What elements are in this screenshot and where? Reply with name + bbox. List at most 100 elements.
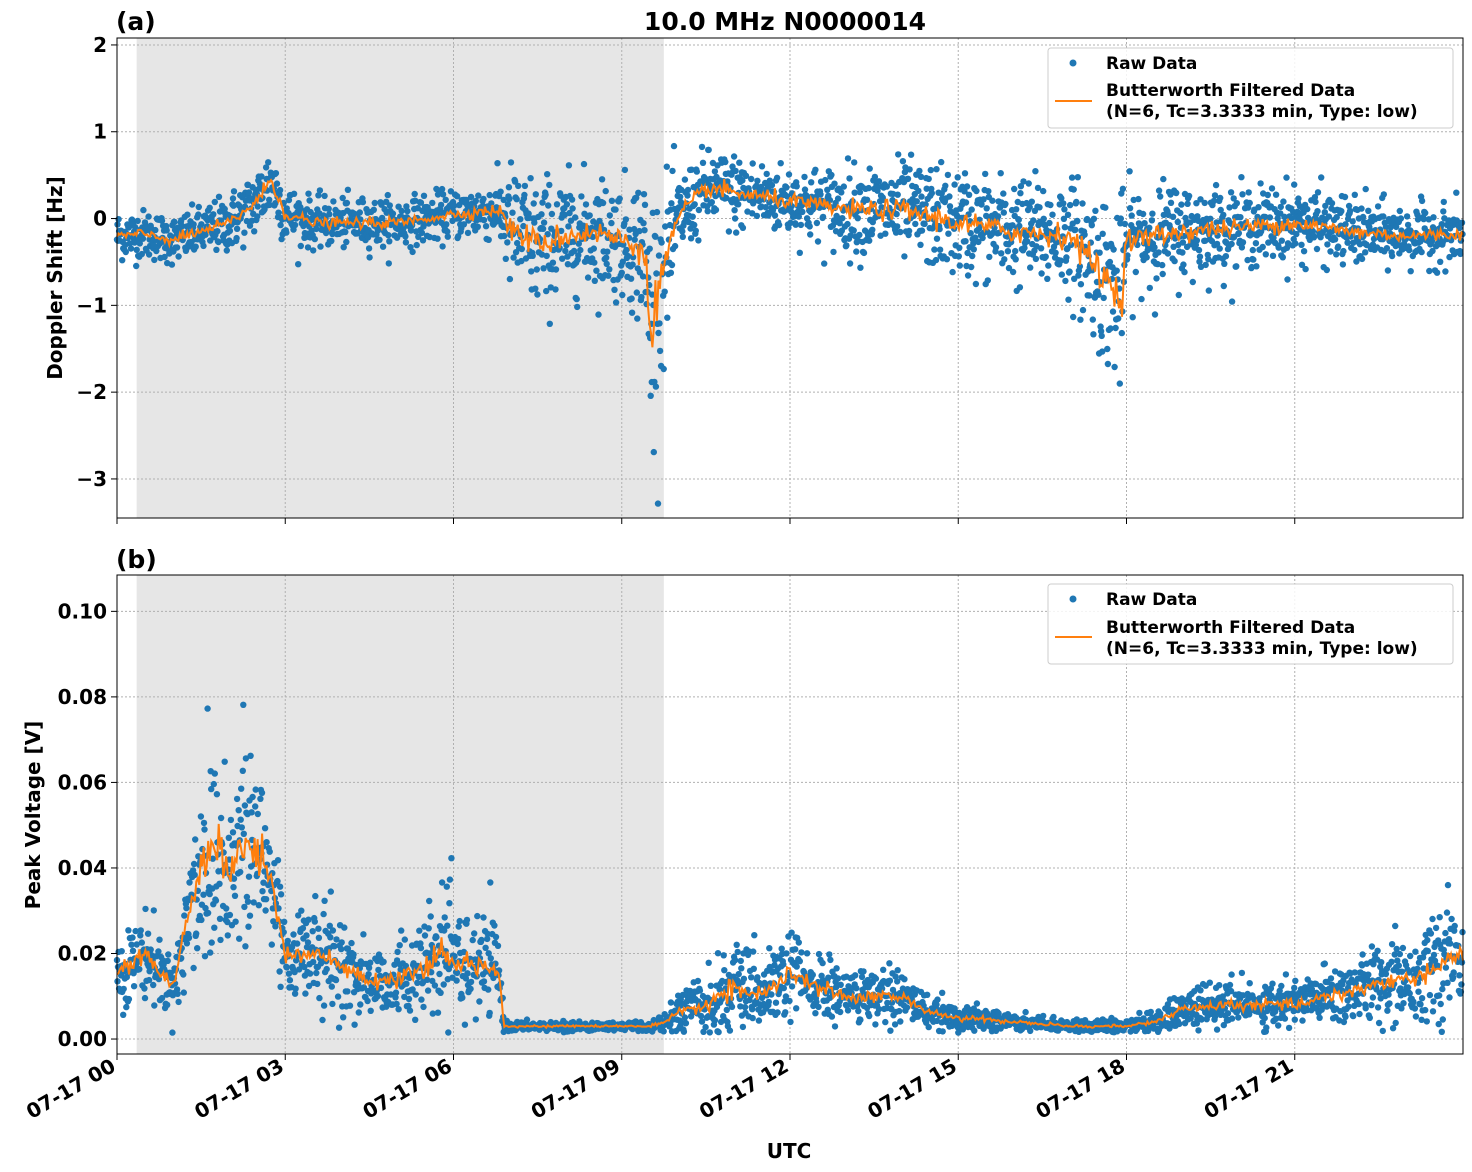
raw-data-point [989, 229, 997, 237]
raw-data-point [272, 170, 280, 177]
raw-data-point [197, 813, 205, 820]
raw-data-point [694, 977, 702, 985]
raw-data-point [158, 994, 166, 1002]
raw-data-point [661, 288, 668, 295]
raw-data-point [1157, 1010, 1164, 1017]
raw-data-point [237, 816, 244, 823]
raw-data-point [133, 262, 140, 270]
raw-data-point [284, 937, 291, 945]
raw-data-point [1295, 195, 1302, 202]
raw-data-point [1064, 211, 1072, 218]
raw-data-point [155, 948, 162, 955]
raw-data-point [254, 213, 261, 220]
raw-data-point [169, 1029, 176, 1036]
raw-data-point [1202, 261, 1209, 269]
raw-data-point [141, 994, 149, 1002]
raw-data-point [891, 1021, 899, 1028]
raw-data-point [844, 1007, 852, 1014]
raw-data-point [356, 209, 363, 216]
raw-data-point [1205, 256, 1212, 263]
raw-data-point [809, 971, 816, 979]
raw-data-point [151, 256, 158, 264]
raw-data-point [798, 949, 805, 956]
raw-data-point [878, 204, 885, 211]
raw-data-point [1220, 211, 1227, 219]
raw-data-point [1066, 268, 1073, 275]
raw-data-point [130, 983, 138, 990]
y-tick-label: 0 [93, 207, 107, 231]
raw-data-point [608, 197, 616, 204]
raw-data-point [520, 222, 527, 230]
raw-data-point [236, 935, 243, 942]
raw-data-point [185, 934, 193, 941]
raw-data-point [1193, 200, 1200, 207]
raw-data-point [239, 767, 246, 774]
raw-data-point [142, 905, 149, 913]
raw-data-point [1060, 200, 1067, 207]
raw-data-point [679, 233, 686, 240]
raw-data-point [1440, 208, 1447, 215]
raw-data-point [364, 997, 371, 1005]
raw-data-point [860, 968, 867, 975]
raw-data-point [467, 193, 475, 201]
raw-data-point [1440, 198, 1448, 206]
raw-data-point [1076, 263, 1084, 270]
raw-data-point [297, 242, 304, 250]
raw-data-point [226, 856, 233, 863]
raw-data-point [1314, 208, 1321, 215]
raw-data-point [892, 973, 899, 980]
raw-data-point [1097, 328, 1105, 335]
raw-data-point [869, 226, 876, 233]
raw-data-point [1328, 200, 1336, 207]
raw-data-point [857, 1016, 864, 1024]
raw-data-point [482, 223, 490, 230]
raw-data-point [365, 245, 373, 252]
raw-data-point [1102, 204, 1109, 211]
raw-data-point [133, 941, 140, 948]
raw-data-point [753, 212, 761, 220]
raw-data-point [472, 197, 479, 205]
raw-data-point [401, 936, 408, 943]
raw-data-point [1196, 258, 1203, 265]
raw-data-point [896, 1007, 903, 1015]
raw-data-point [778, 945, 785, 952]
raw-data-point [830, 248, 837, 256]
raw-data-point [1221, 260, 1228, 267]
raw-data-point [1174, 218, 1182, 226]
raw-data-point [229, 195, 237, 202]
raw-data-point [1227, 987, 1235, 995]
raw-data-point [1100, 294, 1107, 302]
raw-data-point [286, 977, 294, 984]
raw-data-point [897, 1018, 904, 1025]
raw-data-point [1068, 174, 1076, 181]
raw-data-point [932, 256, 940, 264]
raw-data-point [120, 1011, 127, 1018]
raw-data-point [955, 253, 962, 260]
raw-data-point [677, 193, 684, 200]
raw-data-point [403, 980, 410, 987]
raw-data-point [1239, 191, 1246, 198]
raw-data-point [1285, 1024, 1293, 1032]
raw-data-point [327, 934, 334, 941]
raw-data-point [214, 228, 221, 235]
raw-data-point [445, 1029, 452, 1036]
raw-data-point [1340, 247, 1347, 255]
raw-data-point [595, 311, 602, 318]
raw-data-point [258, 173, 265, 180]
raw-data-point [633, 289, 640, 296]
raw-data-point [1211, 192, 1219, 199]
raw-data-point [1143, 254, 1150, 261]
raw-data-point [1106, 258, 1114, 266]
raw-data-point [314, 980, 321, 988]
raw-data-point [440, 981, 447, 988]
raw-data-point [970, 240, 977, 247]
raw-data-point [739, 177, 746, 184]
raw-data-point [1046, 219, 1053, 227]
raw-data-point [904, 175, 912, 182]
raw-data-point [640, 191, 648, 198]
raw-data-point [226, 227, 234, 234]
raw-data-point [175, 253, 182, 260]
raw-data-point [1026, 203, 1033, 211]
raw-data-point [180, 971, 187, 978]
raw-data-point [857, 264, 864, 271]
